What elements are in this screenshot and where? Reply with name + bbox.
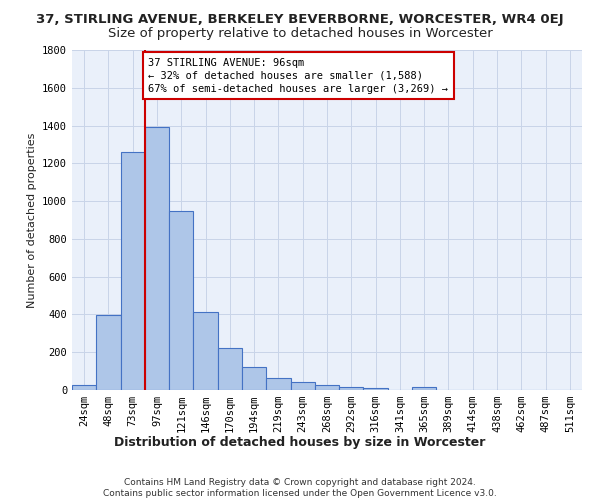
Text: Contains HM Land Registry data © Crown copyright and database right 2024.
Contai: Contains HM Land Registry data © Crown c…	[103, 478, 497, 498]
Bar	[242, 368, 266, 390]
Text: Size of property relative to detached houses in Worcester: Size of property relative to detached ho…	[107, 28, 493, 40]
Bar	[193, 312, 218, 390]
Bar	[364, 388, 388, 390]
Text: 37 STIRLING AVENUE: 96sqm
← 32% of detached houses are smaller (1,588)
67% of se: 37 STIRLING AVENUE: 96sqm ← 32% of detac…	[149, 58, 449, 94]
Bar	[169, 210, 193, 390]
Text: 37, STIRLING AVENUE, BERKELEY BEVERBORNE, WORCESTER, WR4 0EJ: 37, STIRLING AVENUE, BERKELEY BEVERBORNE…	[36, 12, 564, 26]
Y-axis label: Number of detached properties: Number of detached properties	[26, 132, 37, 308]
Bar	[96, 316, 121, 390]
Bar	[339, 387, 364, 390]
Bar	[315, 386, 339, 390]
Bar	[121, 152, 145, 390]
Bar	[290, 382, 315, 390]
Bar	[266, 378, 290, 390]
Bar	[218, 348, 242, 390]
Bar	[145, 128, 169, 390]
Bar	[412, 387, 436, 390]
Text: Distribution of detached houses by size in Worcester: Distribution of detached houses by size …	[115, 436, 485, 449]
Bar	[72, 386, 96, 390]
